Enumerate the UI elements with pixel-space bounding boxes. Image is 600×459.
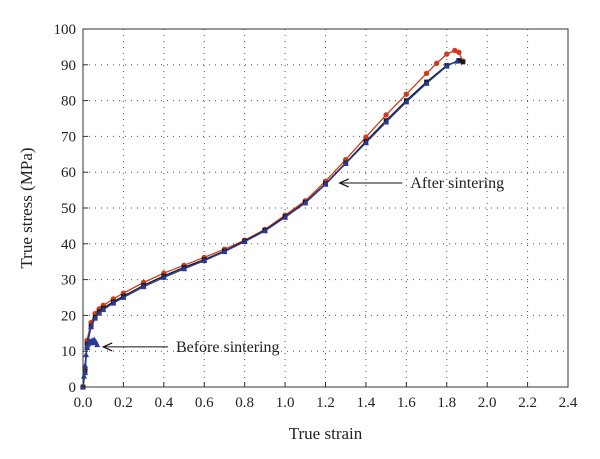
y-tick-label: 0	[69, 380, 77, 396]
data-point	[444, 51, 450, 57]
y-tick-label: 20	[61, 308, 76, 324]
data-point	[96, 310, 103, 316]
x-tick-label: 0.6	[195, 395, 214, 411]
data-point	[456, 58, 462, 63]
data-point	[460, 59, 466, 65]
x-tick-label: 2.4	[559, 395, 578, 411]
y-tick-label: 100	[54, 22, 77, 38]
data-point	[92, 315, 99, 321]
annotation-label: After sintering	[410, 175, 504, 192]
data-point	[403, 98, 410, 105]
data-point	[201, 257, 208, 264]
data-point	[221, 248, 228, 255]
data-point	[456, 49, 462, 55]
x-axis-ticks: 0.0 0.2 0.4 0.6 0.8 1.0 1.2 1.4 1.6 1.8 2.0 2.2 2.4	[74, 382, 578, 411]
data-point	[83, 351, 90, 358]
data-point	[160, 274, 167, 280]
data-point	[322, 181, 329, 187]
data-point	[423, 80, 430, 86]
x-tick-label: 1.2	[316, 395, 335, 411]
data-point	[433, 60, 440, 67]
y-axis-title: True stress (MPa)	[17, 147, 36, 268]
data-point	[84, 344, 91, 351]
annotation: Before sintering	[101, 339, 280, 356]
data-point	[383, 112, 389, 118]
y-tick-label: 10	[61, 344, 76, 360]
y-tick-label: 70	[61, 129, 76, 145]
data-point	[82, 362, 89, 368]
y-tick-label: 90	[61, 58, 76, 74]
y-axis-ticks: 0 10 20 30 40 50 60 70 80 90 100	[54, 22, 88, 396]
data-point	[110, 300, 117, 306]
data-point	[282, 214, 289, 220]
data-point	[403, 91, 410, 97]
x-tick-label: 1.0	[276, 395, 295, 411]
data-point	[181, 265, 188, 272]
y-tick-label: 60	[61, 165, 76, 181]
data-point	[120, 294, 127, 300]
data-point	[100, 306, 107, 313]
annotations-layer: After sintering Before sintering	[101, 175, 504, 356]
x-tick-label: 2.0	[478, 395, 497, 411]
data-point	[383, 118, 390, 125]
annotation-label: Before sintering	[176, 339, 280, 356]
data-point	[362, 139, 369, 146]
annotation-arrow-head	[338, 178, 349, 188]
data-point	[342, 160, 349, 167]
data-point	[261, 227, 268, 234]
data-point	[423, 70, 430, 77]
x-tick-label: 0.4	[154, 395, 173, 411]
data-point	[94, 341, 101, 348]
data-point	[88, 323, 95, 330]
x-tick-label: 0.0	[74, 395, 93, 411]
data-point	[443, 63, 450, 69]
y-tick-label: 30	[61, 273, 76, 289]
x-tick-label: 0.8	[235, 395, 254, 411]
x-tick-label: 1.8	[437, 395, 456, 411]
x-axis-title: True strain	[289, 424, 363, 443]
y-tick-label: 50	[61, 201, 76, 217]
annotation: After sintering	[338, 175, 504, 192]
x-tick-label: 2.2	[518, 395, 537, 411]
x-tick-label: 1.4	[357, 395, 376, 411]
x-tick-label: 1.6	[397, 395, 416, 411]
data-point	[452, 47, 458, 54]
series-3	[80, 58, 460, 390]
data-point	[453, 58, 460, 64]
data-point	[363, 134, 369, 140]
data-point	[140, 283, 147, 290]
data-point	[302, 199, 309, 206]
data-point	[241, 238, 248, 245]
annotation-arrow-head	[101, 342, 113, 352]
x-tick-label: 0.2	[114, 395, 133, 411]
y-tick-label: 80	[61, 94, 76, 110]
y-tick-label: 40	[61, 237, 76, 253]
